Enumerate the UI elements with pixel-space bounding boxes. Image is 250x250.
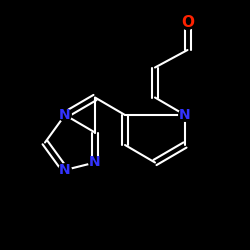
Text: N: N: [59, 108, 71, 122]
Circle shape: [180, 16, 194, 30]
Circle shape: [59, 164, 71, 176]
Text: N: N: [179, 108, 191, 122]
Circle shape: [89, 156, 101, 169]
Text: N: N: [59, 163, 71, 177]
Circle shape: [59, 109, 71, 121]
Text: O: O: [181, 15, 194, 30]
Circle shape: [179, 109, 191, 121]
Text: N: N: [89, 156, 101, 170]
